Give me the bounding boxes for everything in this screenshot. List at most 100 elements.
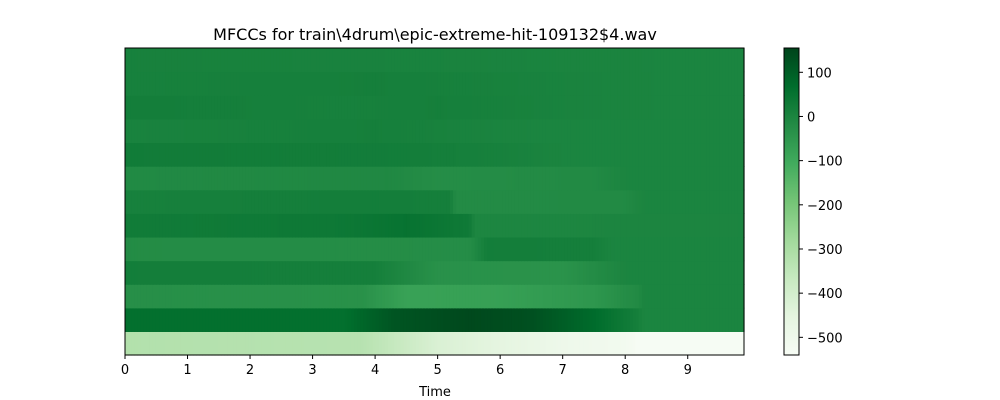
heatmap-cell bbox=[289, 118, 293, 144]
heatmap-cell bbox=[422, 48, 426, 73]
heatmap-cell bbox=[592, 142, 597, 167]
heatmap-cell bbox=[490, 260, 494, 285]
heatmap-cell bbox=[248, 166, 253, 191]
heatmap-cell bbox=[666, 95, 671, 120]
heatmap-cell bbox=[363, 260, 368, 285]
heatmap-cell bbox=[493, 331, 498, 356]
heatmap-cell bbox=[193, 331, 197, 356]
heatmap-cell bbox=[691, 260, 696, 285]
heatmap-cell bbox=[332, 118, 337, 144]
heatmap-cell bbox=[319, 189, 324, 214]
heatmap-cell bbox=[143, 307, 148, 332]
heatmap-cell bbox=[134, 118, 138, 144]
heatmap-cell bbox=[165, 48, 169, 73]
heatmap-cell bbox=[583, 95, 587, 120]
heatmap-cell bbox=[412, 189, 417, 214]
heatmap-cell bbox=[648, 284, 652, 309]
heatmap-cell bbox=[196, 331, 200, 356]
heatmap-cell bbox=[310, 189, 315, 214]
heatmap-cell bbox=[409, 118, 414, 144]
heatmap-cell bbox=[388, 95, 392, 120]
heatmap-cell bbox=[728, 307, 733, 332]
heatmap-cell bbox=[740, 118, 745, 144]
heatmap-cell bbox=[245, 307, 250, 332]
heatmap-cell bbox=[128, 331, 132, 356]
heatmap-cell bbox=[583, 189, 587, 214]
heatmap-cell bbox=[177, 236, 182, 262]
heatmap-cell bbox=[131, 95, 135, 120]
heatmap-cell bbox=[415, 213, 420, 238]
heatmap-cell bbox=[165, 284, 169, 309]
heatmap-cell bbox=[245, 189, 250, 214]
heatmap-cell bbox=[233, 284, 238, 309]
heatmap-cell bbox=[190, 189, 194, 214]
heatmap-cell bbox=[499, 142, 504, 167]
heatmap-cell bbox=[644, 260, 649, 285]
heatmap-cell bbox=[205, 118, 210, 144]
heatmap-cell bbox=[245, 284, 250, 309]
heatmap-cell bbox=[607, 48, 612, 73]
heatmap-cell bbox=[378, 331, 383, 356]
heatmap-cell bbox=[651, 71, 655, 96]
heatmap-cell bbox=[409, 213, 414, 238]
heatmap-cell bbox=[270, 236, 275, 262]
heatmap-cell bbox=[530, 236, 535, 262]
heatmap-cell bbox=[493, 307, 498, 332]
heatmap-cell bbox=[134, 331, 138, 356]
heatmap-cell bbox=[700, 71, 705, 96]
heatmap-cell bbox=[140, 307, 145, 332]
heatmap-cell bbox=[245, 48, 250, 73]
heatmap-cell bbox=[716, 142, 720, 167]
heatmap-cell bbox=[709, 142, 714, 167]
heatmap-cell bbox=[446, 331, 451, 356]
heatmap-cell bbox=[267, 260, 272, 285]
heatmap-cell bbox=[409, 166, 414, 191]
heatmap-cell bbox=[716, 307, 720, 332]
heatmap-cell bbox=[530, 142, 535, 167]
heatmap-cell bbox=[697, 284, 702, 309]
heatmap-cell bbox=[400, 236, 405, 262]
heatmap-cell bbox=[397, 284, 402, 309]
heatmap-cell bbox=[607, 189, 612, 214]
heatmap-cell bbox=[412, 48, 417, 73]
heatmap-cell bbox=[719, 95, 723, 120]
heatmap-cell bbox=[347, 213, 352, 238]
heatmap-cell bbox=[579, 213, 584, 238]
heatmap-cell bbox=[384, 213, 389, 238]
heatmap-cell bbox=[208, 284, 213, 309]
heatmap-cell bbox=[490, 166, 494, 191]
heatmap-cell bbox=[567, 331, 572, 356]
heatmap-cell bbox=[449, 142, 454, 167]
heatmap-cell bbox=[267, 213, 272, 238]
heatmap-cell bbox=[437, 118, 442, 144]
heatmap-cell bbox=[576, 189, 581, 214]
heatmap-cell bbox=[155, 236, 160, 262]
heatmap-cell bbox=[276, 166, 281, 191]
heatmap-cell bbox=[453, 307, 457, 332]
heatmap-cell bbox=[567, 118, 572, 144]
heatmap-cell bbox=[347, 331, 352, 356]
heatmap-cell bbox=[511, 166, 516, 191]
heatmap-cell bbox=[728, 213, 733, 238]
heatmap-cell bbox=[251, 166, 256, 191]
heatmap-cell bbox=[242, 71, 247, 96]
heatmap-cell bbox=[366, 284, 371, 309]
heatmap-cell bbox=[672, 331, 677, 356]
heatmap-cell bbox=[703, 71, 708, 96]
heatmap-cell bbox=[137, 142, 142, 167]
heatmap-cell bbox=[159, 213, 163, 238]
heatmap-cell bbox=[496, 118, 501, 144]
heatmap-cell bbox=[564, 213, 569, 238]
heatmap-cell bbox=[258, 142, 262, 167]
heatmap-cell bbox=[347, 166, 352, 191]
heatmap-cell bbox=[295, 118, 299, 144]
heatmap-cell bbox=[453, 189, 457, 214]
heatmap-cell bbox=[270, 118, 275, 144]
heatmap-cell bbox=[134, 307, 138, 332]
heatmap-cell bbox=[366, 118, 371, 144]
heatmap-cell bbox=[716, 260, 720, 285]
heatmap-cell bbox=[530, 284, 535, 309]
heatmap-cell bbox=[576, 118, 581, 144]
heatmap-cell bbox=[583, 48, 587, 73]
heatmap-cell bbox=[251, 142, 256, 167]
